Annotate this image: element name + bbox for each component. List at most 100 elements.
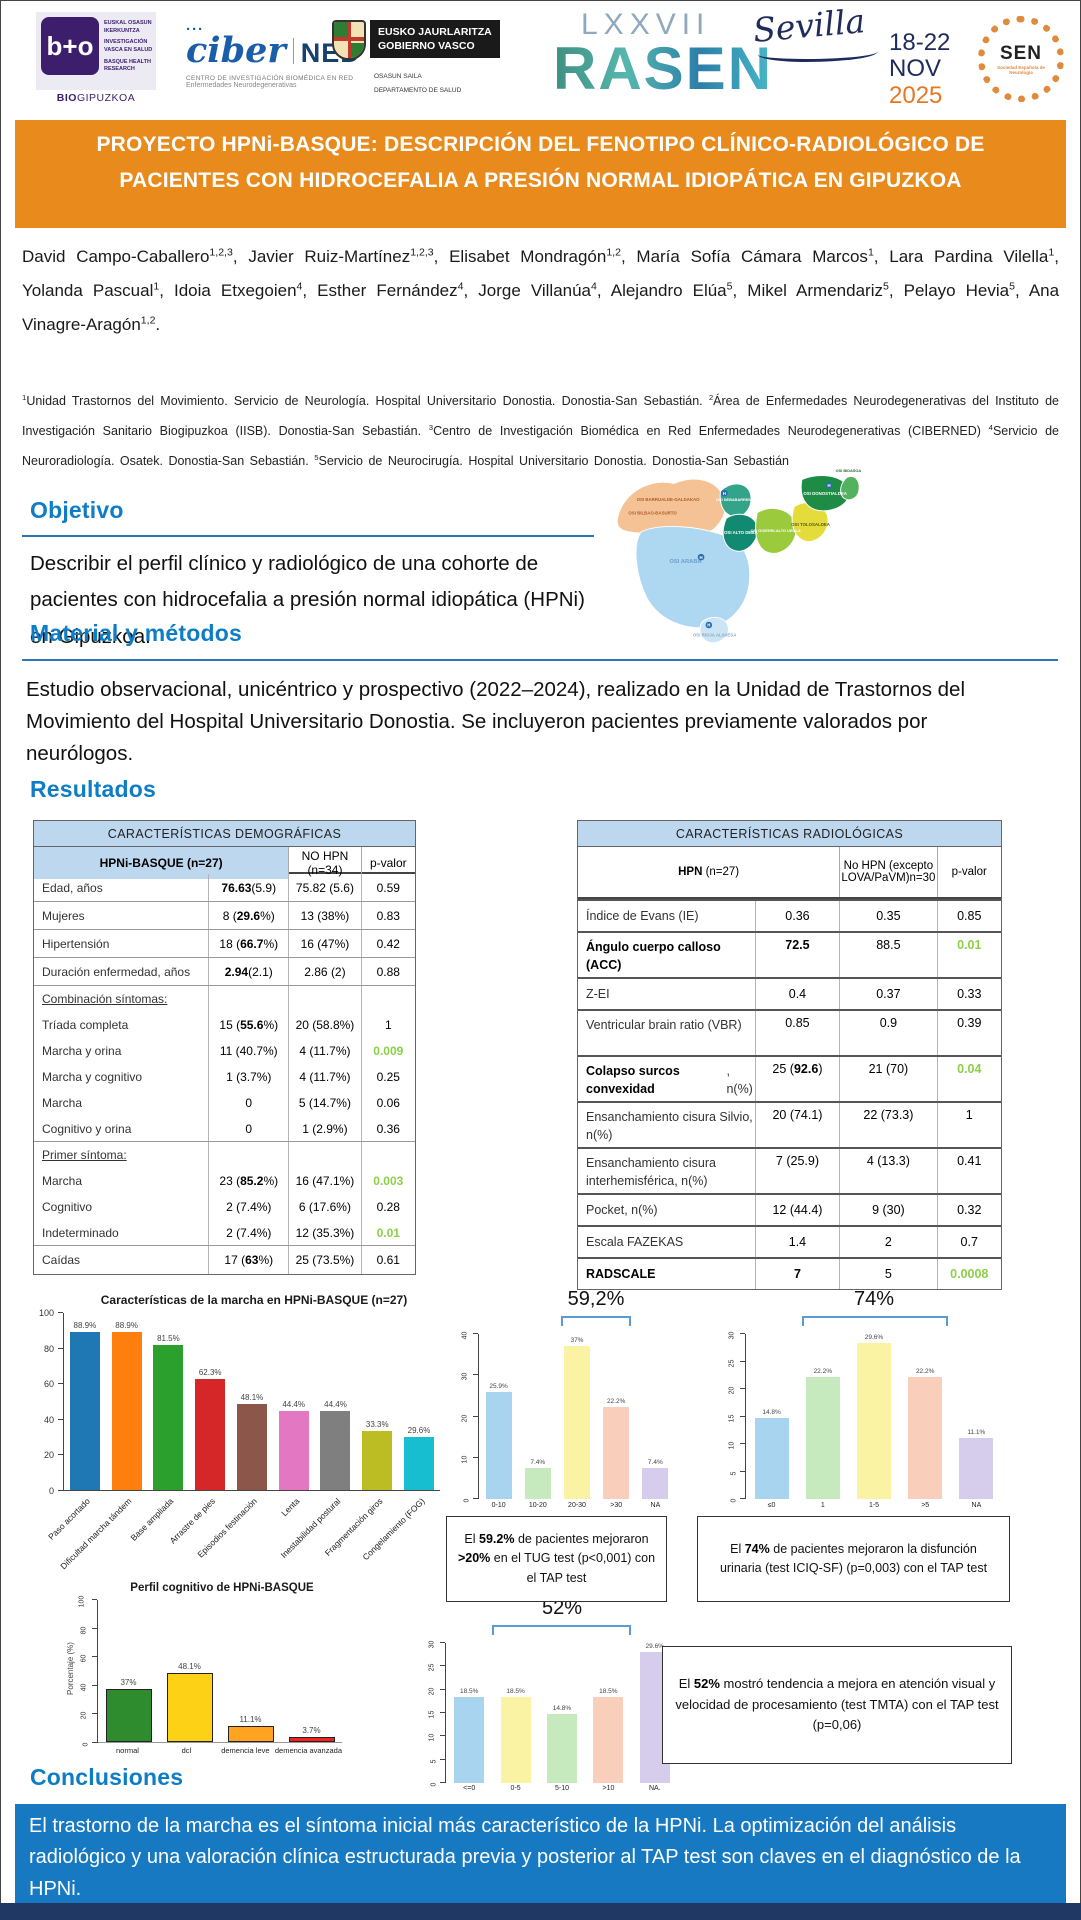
table-row: Marcha y cognitivo 1 (3.7%) 4 (11.7%) 0.25 [34,1064,415,1090]
congress-name: RASEN [553,35,774,102]
affiliation-number: 2 [708,392,714,402]
table-row: Pocket, n(%) 12 (44.4) 9 (30) 0.32 [578,1193,1001,1225]
tug-improvement-annotation: 59,2% [567,1288,625,1310]
bar [236,1404,267,1490]
y-tick-label: 15 [728,1414,736,1422]
x-tick: Episodios festinación [196,1493,273,1579]
table-cell: 0.0008 [950,1267,989,1281]
table-cell: 5 [840,1259,938,1289]
y-tick-label: 5 [430,1759,438,1764]
table-cell: 4 (11.7%) [289,1064,362,1090]
basque-coat-of-arms-icon [332,20,366,60]
bar-slot: 33.3% [362,1313,393,1490]
eusko-line1: EUSKO JAURLARITZA [378,26,492,38]
table-cell: 16 (47%) [289,930,362,957]
author: Lara Pardina Vilella1, [889,246,1059,266]
table-cell: 0.003 [373,1174,404,1188]
x-tick-label: >30 [610,1502,623,1509]
table-cell: 7 [756,1259,841,1289]
y-axis: 0 20 40 60 80 100 [34,1308,64,1496]
table-cell: 25 (92.6) [756,1057,841,1101]
y-tick-label: 20 [80,1712,88,1720]
tick-mark [58,1454,63,1456]
biogipuzkoa-logo: b+o EUSKAL OSASUN IKERKUNTZA INVESTIGACI… [36,12,156,90]
bar-slot: 88.9% [69,1313,100,1490]
table-cell: 0.37 [840,979,938,1009]
bar-slot: 22.2% [908,1334,943,1499]
chart-iciq: 74% 0 5 10 15 20 25 30 14.8% 22.2% 29.6% 22.2% 11.… [710,1288,1010,1528]
y-tick-label: 0 [463,1498,471,1503]
table-cell: 20 (74.1) [756,1103,841,1147]
map-label: OSI BILBAO-BASURTO [628,510,677,515]
table-cell: 18 (66.7%) [209,930,290,957]
bar [362,1430,393,1490]
x-tick-label: 1-5 [868,1502,880,1509]
table-cell [289,986,362,1012]
x-tick: 1-5 [848,1502,899,1509]
bar [908,1376,943,1499]
bar [454,1696,485,1783]
bar [805,1376,840,1499]
authors: David Campo-Caballero1,2,3, Javier Ruiz-… [22,240,1059,342]
table-cell: Escala FAZEKAS [578,1227,756,1257]
table-cell: 0.41 [957,1154,982,1168]
table-cell: 6 (17.6%) [289,1194,362,1220]
demographics-table-title: CARACTERÍSTICAS DEMOGRÁFICAS [34,821,415,847]
x-tick-label: 20-30 [568,1502,586,1509]
table-row: Marcha y orina 11 (40.7%) 4 (11.7%) 0.009 [34,1038,415,1064]
bar-value-label: 14.8% [762,1408,781,1416]
tick-mark [92,1713,97,1715]
tmta-result-box: El 52% mostró tendencia a mejora en aten… [662,1646,1012,1764]
section-resultados-heading: Resultados [30,776,156,802]
table-cell: 76.63 (5.9) [209,874,290,901]
table-cell: 0.32 [957,1203,982,1217]
tick-mark [440,1642,445,1643]
x-tick-label: dcl [181,1746,192,1755]
table-cell: Ensanchamiento cisura Silvio, n(%) [578,1103,756,1147]
bar [166,1673,213,1742]
dept-line: DEPARTAMENTO DE SALUD [374,87,462,95]
rule [22,535,594,537]
table-cell: Duración enfermedad, años [34,958,210,985]
affiliation-number: 4 [988,422,993,432]
x-tick-label: NA [650,1502,661,1509]
table-cell: Marcha [34,1090,210,1116]
y-axis: 0 20 40 60 80 100 [72,1596,98,1746]
table-row: Índice de Evans (IE) 0.36 0.35 0.85 [578,899,1001,931]
col-bold: HPN [678,866,703,878]
tug-result-text: El 59.2% de pacientes mejoraron >20% en … [457,1531,656,1585]
table-row: Edad, años 76.63 (5.9) 75.82 (5.6) 0.59 [34,874,415,902]
plot-area: 88.9% 88.9% 81.5% 62.3% 48.1% 44.4% 44.4% 33.3%… [64,1313,440,1491]
tick-mark [740,1388,745,1389]
bar-value-label: 22.2% [606,1398,626,1406]
bar-value-label: 18.5% [506,1687,525,1695]
bar-value-label: 14.8% [552,1704,572,1712]
table-row: Ensanchamiento cisura interhemisférica, … [578,1147,1001,1193]
table-cell: 0.04 [957,1062,982,1076]
bar-value-label: 22.2% [915,1367,935,1375]
table-row: Mujeres 8 (29.6%) 13 (38%) 0.83 [34,902,415,930]
basque-map: OSI BARRUALDE-GALDAKAO OSI BILBAO-BASURTO… [608,462,862,660]
table-cell: Marcha y orina [34,1038,210,1064]
bar [105,1689,152,1742]
bar-value-label: 48.1% [178,1662,201,1672]
map-label: OSI BIDASOA [836,468,862,473]
table-row: Cognitivo y orina 0 1 (2.9%) 0.36 [34,1116,415,1142]
bar [278,1410,309,1490]
author: Esther Fernández4, [317,280,479,300]
table-cell: Caídas [34,1246,210,1274]
tick-mark [92,1627,97,1629]
affiliations: 1Unidad Trastornos del Movimiento. Servi… [22,392,1059,468]
x-tick-label: 1 [820,1502,825,1509]
chart-tug: 59,2% 0 10 20 30 40 25.9% 7.4% 37% 22.2% 7.4% 0-… [447,1288,685,1528]
y-axis: 0 5 10 15 20 25 30 [422,1641,446,1786]
bar-slot: 29.6% [856,1334,891,1499]
x-tick: dcl [157,1746,216,1755]
map-region-araba [635,525,751,629]
table-cell: 0.9 [840,1011,938,1055]
chart-cognitive: Perfil cognitivo de HPNi-BASQUE Porcenta… [36,1576,348,1776]
x-tick: Congelamiento (FOG) [360,1493,440,1579]
table-cell: 0.85 [756,1011,841,1055]
x-tick-label: <=0 [463,1785,476,1792]
divider [292,37,294,64]
